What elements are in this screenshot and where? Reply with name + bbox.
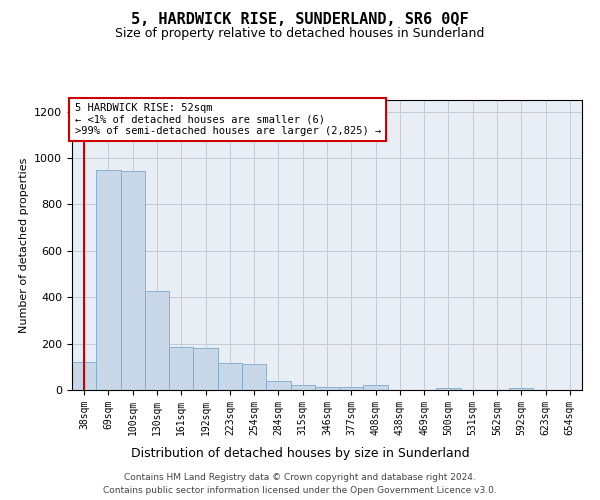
Bar (169, 347, 193, 390)
Bar (193, 348, 218, 390)
Text: Contains HM Land Registry data © Crown copyright and database right 2024.: Contains HM Land Registry data © Crown c… (124, 472, 476, 482)
Bar (266, 380, 290, 390)
Bar (436, 388, 461, 390)
Bar (290, 386, 315, 390)
Text: 5, HARDWICK RISE, SUNDERLAND, SR6 0QF: 5, HARDWICK RISE, SUNDERLAND, SR6 0QF (131, 12, 469, 28)
Bar (315, 386, 339, 390)
Bar (121, 171, 145, 390)
Bar (364, 386, 388, 390)
Bar (72, 362, 96, 390)
Text: Size of property relative to detached houses in Sunderland: Size of property relative to detached ho… (115, 28, 485, 40)
Bar (218, 364, 242, 390)
Y-axis label: Number of detached properties: Number of detached properties (19, 158, 29, 332)
Bar (339, 386, 364, 390)
Bar (509, 388, 533, 390)
Bar (96, 170, 121, 390)
Text: Distribution of detached houses by size in Sunderland: Distribution of detached houses by size … (131, 448, 469, 460)
Bar (242, 364, 266, 390)
Bar (145, 292, 169, 390)
Text: 5 HARDWICK RISE: 52sqm
← <1% of detached houses are smaller (6)
>99% of semi-det: 5 HARDWICK RISE: 52sqm ← <1% of detached… (74, 103, 381, 136)
Text: Contains public sector information licensed under the Open Government Licence v3: Contains public sector information licen… (103, 486, 497, 495)
